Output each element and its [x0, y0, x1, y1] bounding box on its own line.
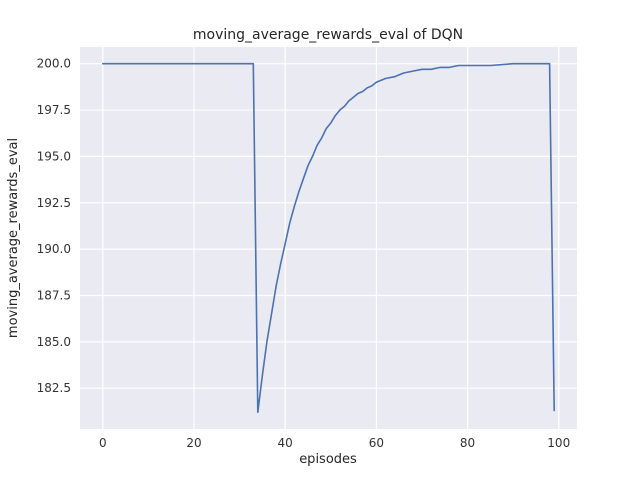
x-tick-label: 0	[99, 436, 107, 450]
y-axis-label: moving_average_rewards_eval	[6, 138, 21, 338]
y-tick-label: 192.5	[37, 196, 71, 210]
x-tick-label: 100	[547, 436, 570, 450]
y-tick-label: 182.5	[37, 381, 71, 395]
x-tick-label: 40	[278, 436, 293, 450]
series-line-dqn	[102, 62, 555, 414]
x-tick-label: 20	[186, 436, 201, 450]
y-tick-label: 187.5	[37, 288, 71, 302]
x-tick-label: 60	[369, 436, 384, 450]
y-tick-label: 185.0	[37, 335, 71, 349]
y-tick-label: 200.0	[37, 57, 71, 71]
y-tick-label: 197.5	[37, 103, 71, 117]
x-axis-label: episodes	[299, 452, 357, 467]
y-tick-label: 195.0	[37, 149, 71, 163]
tick-labels: 0 20 40 60 80 100 182.5 185.0 187.5 190.0 192.5 195…	[37, 57, 571, 450]
grid	[80, 47, 577, 429]
x-tick-label: 80	[460, 436, 475, 450]
plot-background	[80, 47, 577, 429]
series-group	[102, 62, 555, 414]
y-tick-label: 190.0	[37, 242, 71, 256]
chart-title: moving_average_rewards_eval of DQN	[193, 27, 463, 43]
